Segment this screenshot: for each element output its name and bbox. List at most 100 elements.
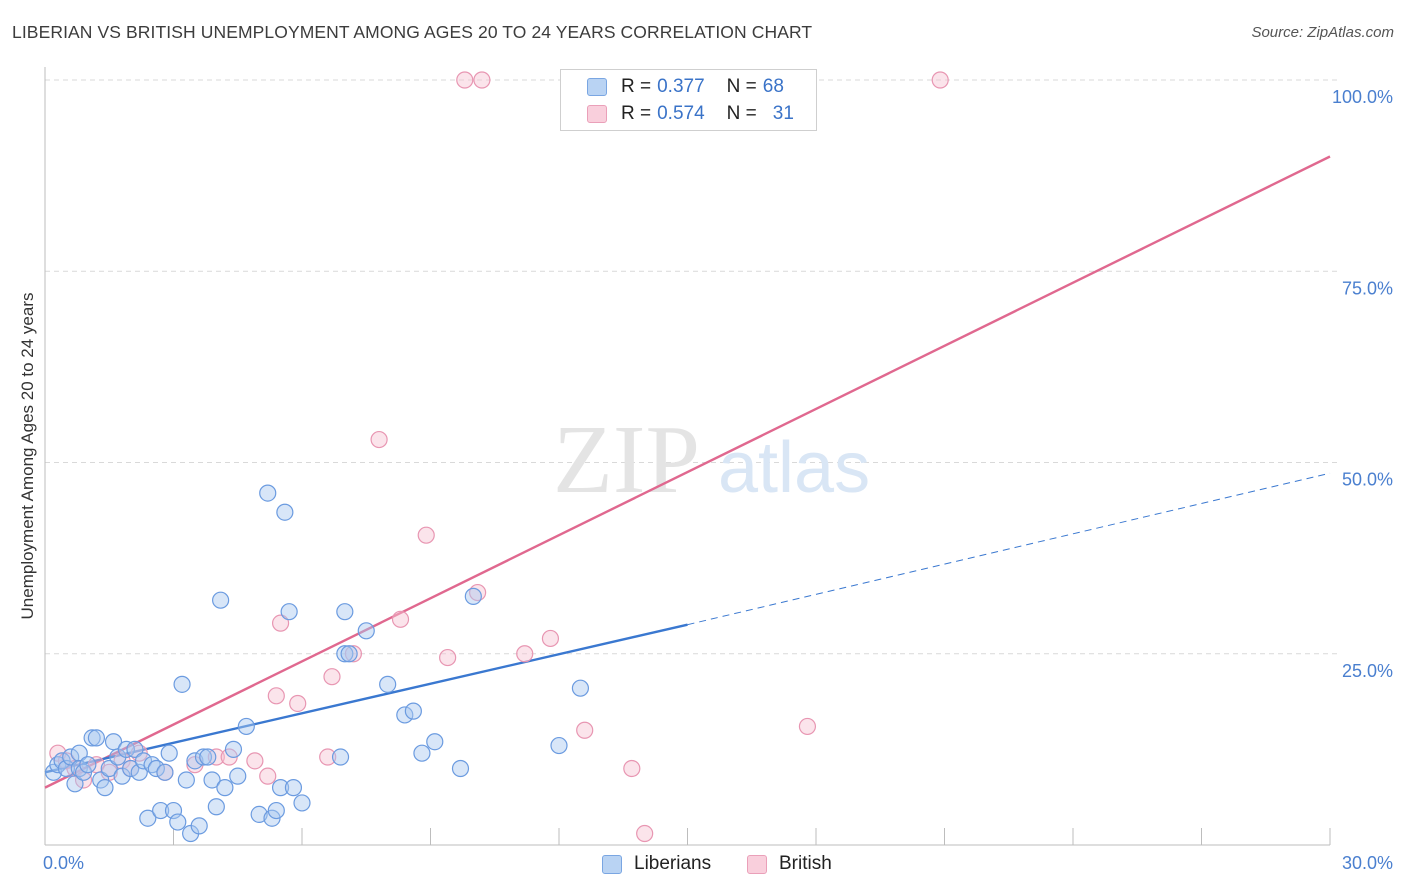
watermark-atlas: atlas [718,428,870,508]
liberians-point-49 [271,779,290,797]
liberians-point-4 [62,748,80,766]
legend-row-liberians: R = 0.377 N = 68 [587,74,784,100]
british-point-15 [267,687,285,705]
liberians-point-43 [229,767,247,785]
bottom-british-swatch [747,854,767,874]
liberians-point-66 [550,736,568,755]
liberians-point-46 [259,484,277,502]
british-point-36 [473,71,491,89]
liberians-point-59 [396,706,414,724]
y-tick-label-25: 25.0% [1342,661,1393,681]
y-tick-label-100: 100.0% [1332,87,1393,107]
liberians-swatch [587,78,607,96]
liberians-n-label: N = [726,76,757,97]
chart-title: LIBERIAN VS BRITISH UNEMPLOYMENT AMONG A… [12,22,813,42]
liberians-point-62 [413,744,431,762]
liberians-point-10 [83,729,101,747]
british-point-14 [259,767,277,785]
liberians-point-30 [169,813,187,831]
liberians-point-52 [284,779,303,797]
bottom-legend-liberians: Liberians [602,852,711,876]
liberians-r-label: R = [621,76,652,97]
liberians-point-40 [212,591,230,609]
liberians-point-36 [194,748,213,766]
british-swatch [587,105,607,123]
british-n-value: 31 [772,103,794,124]
liberians-trend-extension [687,472,1331,626]
british-r-label: R = [621,103,652,124]
liberians-point-53 [293,794,311,812]
british-point-18 [319,748,337,766]
british-point-30 [636,824,654,843]
liberians-point-48 [267,801,285,820]
liberians-point-37 [199,748,217,766]
liberians-point-56 [336,603,354,621]
liberians-point-64 [451,759,470,778]
liberians-point-55 [336,645,354,663]
liberians-point-28 [160,744,178,762]
liberians-point-26 [152,801,170,820]
liberians-point-6 [70,744,88,762]
liberians-point-9 [79,756,97,774]
liberians-point-31 [173,675,191,693]
british-point-19 [323,668,341,686]
british-point-34 [931,71,949,89]
liberians-point-32 [177,771,195,789]
liberians-point-41 [216,779,234,797]
y-tick-label-50: 50.0% [1342,470,1393,490]
bottom-liberians-label: Liberians [634,853,712,874]
liberians-point-25 [147,759,165,778]
bottom-liberians-swatch [602,854,622,874]
legend-row-british: R = 0.574 N = 31 [587,101,794,127]
liberians-point-38 [203,771,221,789]
liberians-point-39 [207,798,225,816]
liberians-point-34 [186,752,204,770]
liberians-point-50 [276,503,294,521]
y-axis-label: Unemployment Among Ages 20 to 24 years [18,292,37,620]
liberians-point-58 [357,622,375,640]
grid-lines [45,79,1338,655]
liberians-point-35 [190,817,208,835]
british-point-28 [576,721,594,739]
liberians-point-20 [126,740,144,758]
y-tick-label-75: 75.0% [1342,278,1393,298]
liberians-point-60 [404,702,422,720]
british-point-23 [417,526,435,544]
liberians-point-27 [156,763,174,781]
liberians-point-22 [134,752,153,770]
british-point-24 [439,648,457,667]
british-point-26 [516,645,534,663]
liberians-point-14 [100,759,118,778]
british-point-33 [798,717,817,736]
trend-lines [44,155,1331,789]
british-point-17 [289,694,307,713]
liberians-point-13 [96,779,114,797]
british-trend-line [44,155,1331,789]
liberians-trend-line [44,623,688,774]
british-n-label: N = [726,103,757,124]
british-point-21 [370,430,388,449]
liberians-point-51 [280,603,298,621]
british-point-13 [246,752,264,770]
british-point-16 [271,614,290,632]
bottom-british-label: British [779,853,832,874]
british-point-29 [623,759,641,778]
source-label: Source: ZipAtlas.com [1251,24,1394,41]
axes [44,67,1331,846]
tick-labels: 25.0% 50.0% 75.0% 100.0% 0.0% 30.0% [43,87,1393,873]
liberians-point-11 [87,729,106,747]
liberians-point-61 [379,675,397,693]
liberians-point-42 [224,740,243,758]
british-point-22 [391,610,410,628]
x-tick-label-30: 30.0% [1342,853,1393,873]
liberians-r-value: 0.377 [657,76,705,97]
liberians-point-44 [237,717,255,736]
liberians-point-57 [340,645,358,663]
british-point-27 [541,629,560,648]
liberians-point-65 [464,587,482,605]
correlation-legend: R = 0.377 N = 68 R = 0.574 N = 31 [560,69,817,131]
liberians-point-67 [571,679,590,697]
watermark: ZIP atlas [553,406,870,514]
liberians-point-19 [122,759,140,778]
